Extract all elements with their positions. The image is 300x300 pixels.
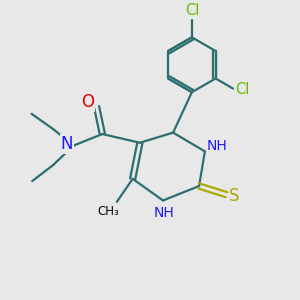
Text: NH: NH [154, 206, 175, 220]
Text: Cl: Cl [235, 82, 249, 97]
Text: S: S [230, 187, 240, 205]
Text: CH₃: CH₃ [98, 205, 120, 218]
Text: N: N [61, 135, 74, 153]
Text: O: O [81, 93, 94, 111]
Text: NH: NH [207, 139, 227, 153]
Text: Cl: Cl [185, 3, 199, 18]
